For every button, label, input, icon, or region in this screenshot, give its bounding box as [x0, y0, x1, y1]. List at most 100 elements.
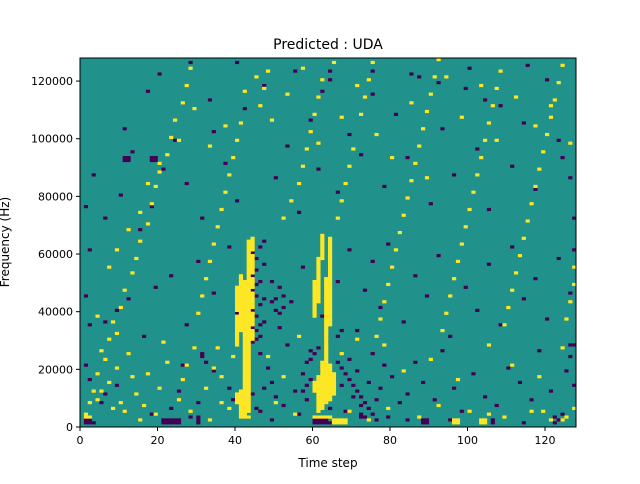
heatmap-cell-high [254, 75, 259, 79]
heatmap-cell-high [568, 300, 573, 304]
heatmap-cell-high [242, 285, 247, 289]
heatmap-cell-high [246, 317, 251, 321]
heatmap-cell-high [118, 401, 123, 405]
x-tick-label: 20 [151, 434, 165, 447]
heatmap-cell-high [316, 274, 321, 278]
heatmap-cell-high [235, 331, 240, 336]
heatmap-cell-high [99, 349, 104, 353]
heatmap-cell-high [312, 308, 317, 312]
heatmap-cell-low [250, 308, 255, 312]
heatmap-cell-high [266, 69, 271, 73]
heatmap-cell-low [564, 369, 569, 373]
heatmap-cell-high [552, 98, 557, 102]
heatmap-cell-low [91, 173, 96, 177]
heatmap-cell-low [184, 181, 189, 186]
heatmap-cell-high [328, 366, 333, 370]
heatmap-cell-high [320, 248, 325, 252]
heatmap-cell-high [316, 282, 321, 287]
heatmap-cell-low [545, 317, 550, 321]
heatmap-cell-low [169, 421, 174, 425]
heatmap-cell-high [556, 81, 561, 85]
heatmap-cell-low [87, 323, 92, 327]
heatmap-cell-low [382, 363, 387, 367]
heatmap-cell-high [324, 285, 329, 289]
heatmap-cell-high [227, 173, 232, 177]
heatmap-cell-low [452, 386, 457, 390]
heatmap-cell-low [235, 311, 240, 315]
heatmap-cell-high [328, 395, 333, 399]
heatmap-cell-low [184, 323, 189, 327]
heatmap-cell-high [235, 285, 240, 289]
heatmap-cell-low [339, 383, 344, 387]
heatmap-cell-high [153, 184, 158, 189]
heatmap-cell-high [138, 210, 143, 214]
heatmap-cell-high [316, 406, 321, 410]
heatmap-cell-high [107, 380, 112, 385]
heatmap-cell-high [316, 377, 321, 382]
heatmap-cell-low [506, 366, 511, 370]
heatmap-cell-low [355, 328, 360, 333]
heatmap-cell-low [200, 216, 205, 220]
x-axis: 0 20 40 60 80 100 120 [77, 427, 556, 447]
heatmap-cell-high [246, 277, 251, 281]
heatmap-cell-low [312, 418, 317, 422]
heatmap-cell-high [246, 314, 251, 318]
heatmap-cell-high [331, 421, 337, 425]
heatmap-cell-low [374, 418, 379, 422]
heatmap-cell-high [486, 343, 492, 347]
heatmap-cell-high [386, 282, 391, 287]
heatmap-cell-high [246, 274, 251, 278]
heatmap-cell-low [560, 156, 565, 160]
heatmap-cell-high [455, 377, 461, 382]
heatmap-cell-low [145, 89, 151, 93]
heatmap-cell-low [328, 406, 333, 410]
heatmap-cell-high [486, 121, 492, 125]
heatmap-cell-high [324, 363, 329, 367]
heatmap-cell-high [246, 369, 251, 373]
heatmap-cell-high [417, 144, 422, 148]
heatmap-cell-high [246, 254, 251, 258]
heatmap-cell-high [316, 403, 321, 408]
heatmap-cell-high [320, 233, 325, 238]
heatmap-cell-high [409, 179, 414, 183]
heatmap-cell-high [320, 363, 325, 367]
heatmap-cell-high [335, 216, 340, 220]
heatmap-cell-low [335, 334, 340, 338]
heatmap-cell-high [242, 279, 247, 284]
heatmap-cell-high [502, 323, 507, 327]
heatmap-cell-high [304, 147, 309, 151]
heatmap-cell-high [142, 403, 147, 408]
heatmap-cell-high [401, 213, 406, 217]
heatmap-cell-high [324, 328, 329, 333]
heatmap-cell-low [254, 337, 259, 341]
heatmap-cell-high [118, 305, 123, 310]
heatmap-cell-high [250, 320, 255, 324]
heatmap-cell-high [246, 334, 251, 338]
heatmap-cell-high [328, 398, 333, 402]
heatmap-cell-high [324, 305, 329, 310]
heatmap-cell-high [246, 288, 251, 292]
heatmap-cell-low [359, 412, 364, 416]
heatmap-cell-high [328, 323, 333, 327]
heatmap-cell-high [91, 389, 96, 393]
heatmap-cell-high [238, 297, 244, 301]
heatmap-cell-high [320, 78, 325, 82]
heatmap-cell-low [351, 395, 356, 399]
heatmap-cell-high [459, 115, 464, 119]
heatmap-cell-high [324, 314, 329, 318]
heatmap-cell-low [273, 297, 278, 301]
heatmap-cell-high [328, 285, 333, 289]
heatmap-cell-high [324, 346, 329, 350]
heatmap-cell-high [521, 236, 526, 240]
heatmap-cell-high [343, 421, 348, 425]
heatmap-cell-low [83, 421, 89, 425]
heatmap-cell-low [568, 176, 573, 180]
heatmap-cell-high [250, 254, 255, 258]
heatmap-cell-high [312, 415, 317, 419]
heatmap-cell-high [483, 138, 488, 142]
heatmap-cell-low [281, 294, 286, 298]
heatmap-cell-high [242, 334, 247, 338]
heatmap-cell-low [440, 349, 445, 353]
heatmap-cell-high [366, 418, 371, 422]
heatmap-cell-high [316, 401, 321, 405]
